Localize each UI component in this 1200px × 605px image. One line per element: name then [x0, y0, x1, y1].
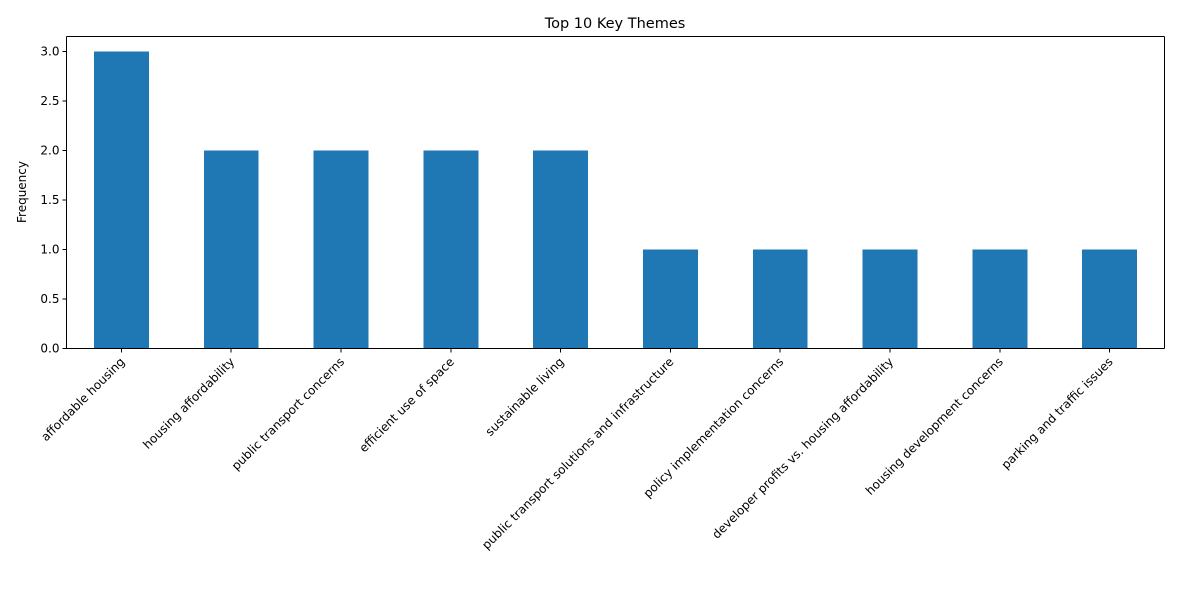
y-tick-label: 0.5 [40, 292, 59, 306]
bar [752, 249, 808, 349]
bar [1082, 249, 1138, 349]
x-tick-label: affordable housing [38, 355, 127, 444]
y-axis-label: Frequency [15, 161, 29, 223]
y-tick-label: 3.0 [40, 44, 59, 58]
axes-frame [66, 36, 1165, 349]
y-axis-ticks: 0.0 0.5 1.0 1.5 2.0 2.5 3.0 [40, 44, 67, 356]
bar [93, 51, 149, 349]
x-axis-ticks: affordable housing housing affordabilityp… [38, 348, 1116, 552]
x-tick-label: public transport solutions and infrastru… [479, 355, 676, 552]
bars-group [93, 51, 1138, 349]
x-tick-label: parking and traffic issues [999, 355, 1116, 472]
bar [423, 150, 479, 349]
x-tick-label: public transport concerns [229, 355, 347, 473]
x-tick-label: developer profits vs. housing affordabil… [709, 355, 896, 542]
y-tick-label: 1.5 [40, 193, 59, 207]
bar [313, 150, 369, 349]
y-tick-label: 2.0 [40, 143, 59, 157]
x-tick-label: housing affordability [140, 355, 237, 452]
bar [533, 150, 589, 349]
bar [972, 249, 1028, 349]
x-tick-label: efficient use of space [356, 355, 456, 455]
x-tick-label: sustainable living [483, 355, 567, 439]
y-tick-label: 2.5 [40, 94, 59, 108]
bar [203, 150, 259, 349]
chart-title: Top 10 Key Themes [544, 16, 686, 32]
y-tick-label: 1.0 [40, 242, 59, 256]
bar [642, 249, 698, 349]
bar [862, 249, 918, 349]
y-tick-label: 0.0 [40, 342, 59, 356]
